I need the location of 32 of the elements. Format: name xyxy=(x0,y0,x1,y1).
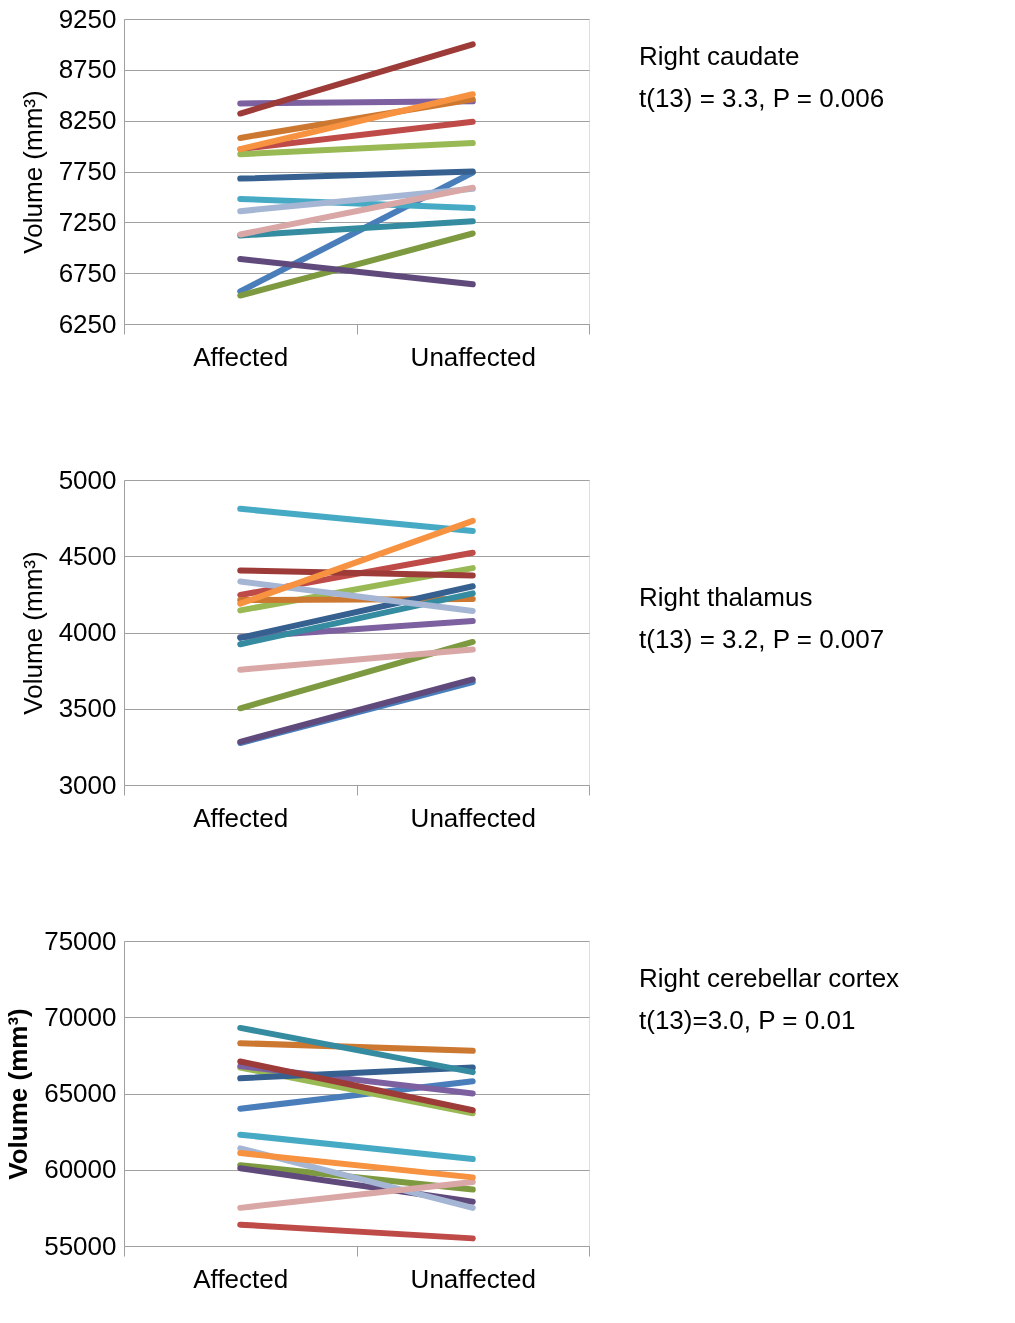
y-axis-title: Volume (mm³) xyxy=(17,90,48,254)
x-tick-label: Affected xyxy=(193,1263,289,1294)
x-tick-label: Unaffected xyxy=(410,1263,536,1294)
text: Right caudate xyxy=(639,41,800,71)
x-tick-label: Affected xyxy=(193,802,289,833)
y-tick-label: 4000 xyxy=(58,617,117,647)
y-tick-label: 70000 xyxy=(44,1001,117,1032)
y-axis-title: Volume (mm³) xyxy=(3,1008,34,1180)
text: Right cerebellar cortex xyxy=(639,963,900,993)
y-tick-label: 7750 xyxy=(58,156,117,186)
y-tick-label: 60000 xyxy=(44,1154,117,1185)
y-tick-label: 55000 xyxy=(44,1230,117,1261)
y-tick-label: 75000 xyxy=(44,925,117,956)
y-tick-label: 3500 xyxy=(58,693,117,724)
x-tick-label: Unaffected xyxy=(410,802,536,833)
y-tick-label: 8250 xyxy=(58,105,117,136)
y-tick-label: 9250 xyxy=(58,3,117,34)
text: Right thalamus xyxy=(639,582,813,612)
text: t(13) = 3.2, P = 0.007 xyxy=(639,624,885,654)
text: t(13)=3.0, P = 0.01 xyxy=(639,1005,856,1035)
text: t(13) = 3.3, P = 0.006 xyxy=(639,83,885,113)
y-tick-label: 8750 xyxy=(58,54,117,85)
x-tick-label: Unaffected xyxy=(410,341,536,372)
y-tick-label: 65000 xyxy=(44,1078,117,1108)
y-tick-label: 3000 xyxy=(58,769,117,800)
y-tick-label: 4500 xyxy=(58,540,117,571)
y-tick-label: 7250 xyxy=(58,206,117,237)
x-tick-label: Affected xyxy=(193,341,289,372)
y-tick-label: 5000 xyxy=(58,464,117,495)
y-tick-label: 6250 xyxy=(58,308,117,339)
y-tick-label: 6750 xyxy=(58,257,117,288)
y-axis-title: Volume (mm³) xyxy=(17,551,48,715)
